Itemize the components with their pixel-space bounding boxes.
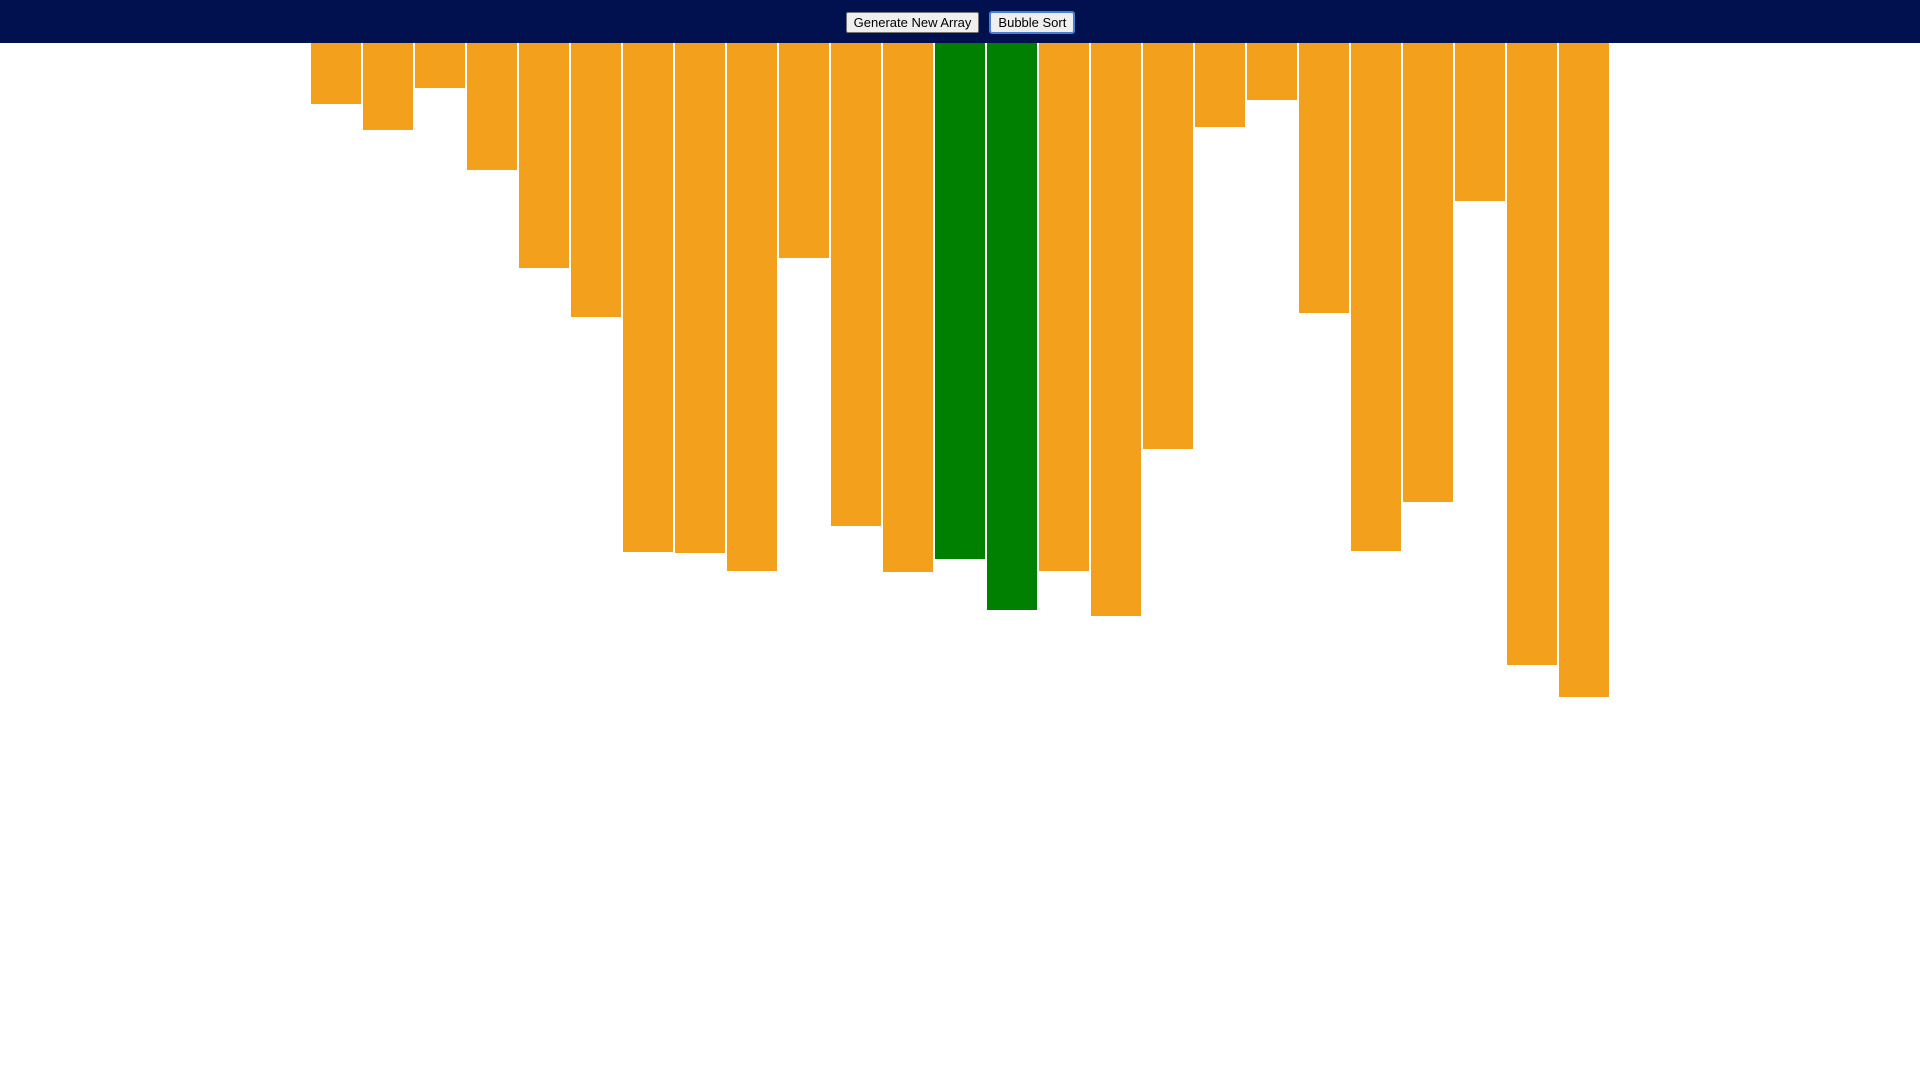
array-bar	[415, 43, 465, 88]
array-bar	[1455, 43, 1505, 201]
array-bar	[467, 43, 517, 170]
array-bar	[1559, 43, 1609, 697]
array-bar	[935, 43, 985, 559]
array-bar	[1299, 43, 1349, 313]
generate-new-array-button[interactable]: Generate New Array	[845, 11, 980, 33]
array-bar	[1403, 43, 1453, 502]
array-bar	[519, 43, 569, 268]
array-bar	[311, 43, 361, 104]
top-toolbar: Generate New Array Bubble Sort	[0, 0, 1920, 43]
array-bar	[363, 43, 413, 130]
array-bar	[779, 43, 829, 258]
array-bar	[1091, 43, 1141, 616]
array-bar	[831, 43, 881, 526]
array-bar	[1039, 43, 1089, 571]
array-bar	[571, 43, 621, 317]
array-bar	[1247, 43, 1297, 100]
array-bar	[883, 43, 933, 572]
array-bar	[1195, 43, 1245, 127]
array-bar	[1143, 43, 1193, 449]
array-bar	[1351, 43, 1401, 551]
array-bar	[1507, 43, 1557, 665]
array-bars-container	[0, 43, 1920, 1080]
array-bar	[675, 43, 725, 553]
array-bar	[727, 43, 777, 571]
array-bar	[623, 43, 673, 552]
array-bar	[987, 43, 1037, 610]
bubble-sort-button[interactable]: Bubble Sort	[989, 10, 1076, 34]
